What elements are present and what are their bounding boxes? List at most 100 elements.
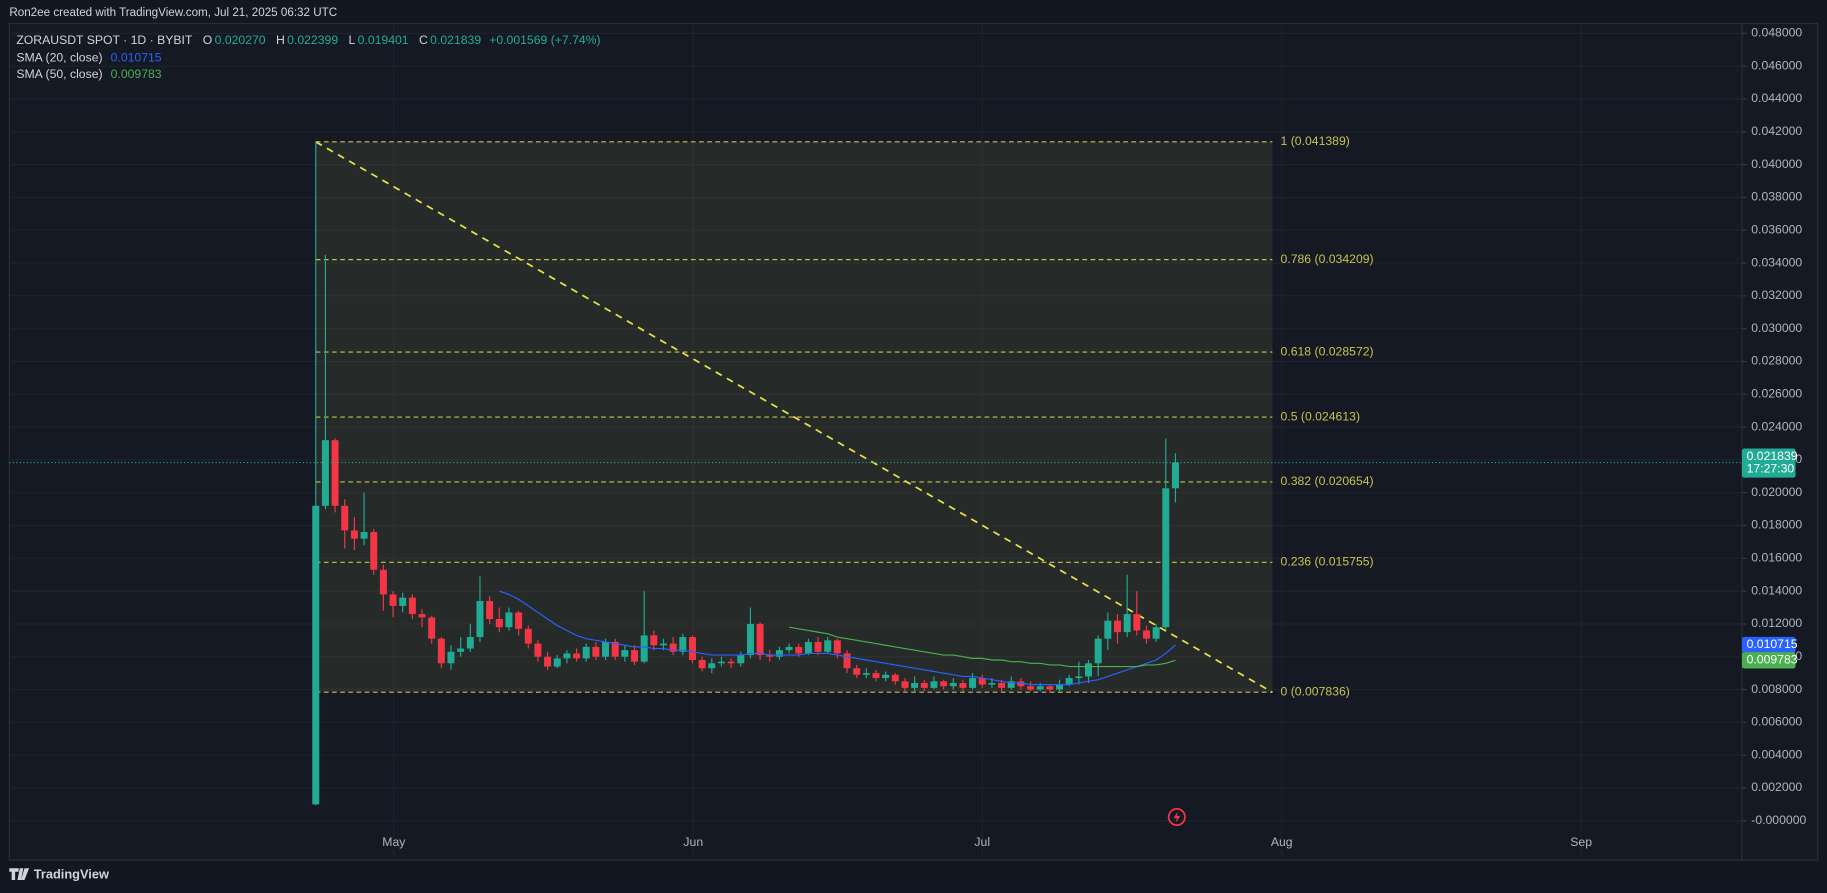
candle-body	[766, 655, 774, 657]
candle-body	[341, 505, 349, 531]
alert-icon	[1167, 807, 1186, 827]
sma-badge	[1741, 652, 1796, 669]
sma-badge	[1741, 636, 1796, 654]
sma20-legend: SMA (20, close) 0.010715	[16, 51, 161, 65]
change: +0.001569 (+7.74%)	[489, 33, 600, 47]
candle-body	[660, 643, 667, 646]
candle-body	[911, 682, 919, 688]
candle-body	[1036, 686, 1044, 690]
candle-body	[370, 532, 378, 570]
y-tick-label: 0.046000	[1751, 58, 1802, 72]
candle-body	[708, 663, 716, 669]
x-tick-label: Sep	[1570, 835, 1592, 849]
candle-body	[1123, 614, 1131, 633]
candle-body	[727, 661, 735, 664]
symbol-legend: ZORAUSDT SPOT · 1D · BYBIT O 0.020270 H 0.…	[16, 33, 600, 47]
candle-body	[756, 623, 764, 656]
ohlc-key: O	[203, 33, 213, 47]
x-tick-label: Jun	[683, 835, 703, 849]
ohlc-value: 0.021839	[430, 33, 481, 47]
candle-body	[795, 646, 803, 654]
candle-body	[940, 681, 948, 687]
logo-mark	[9, 868, 30, 880]
candle-body	[321, 440, 329, 506]
candle-body	[1065, 678, 1073, 685]
candle-body	[1113, 620, 1121, 633]
fib-label: 0.786 (0.034209)	[1281, 252, 1374, 266]
candle-body	[978, 678, 986, 685]
y-tick-label: 0.018000	[1751, 518, 1802, 532]
y-tick-label: 0.024000	[1751, 419, 1802, 433]
candle-body	[804, 641, 812, 654]
y-tick-label: 0.014000	[1751, 583, 1802, 597]
legend-name: SMA (20, close)	[16, 51, 102, 65]
candle-body	[833, 640, 841, 654]
candle-body	[872, 673, 880, 679]
candle-body	[457, 648, 465, 652]
y-tick-label: 0.030000	[1751, 321, 1802, 335]
icon-bolt	[1173, 811, 1181, 823]
symbol: ZORAUSDT SPOT · 1D · BYBIT	[16, 33, 193, 47]
candle-body	[312, 505, 320, 805]
credit: Ron2ee created with TradingView.com, Jul…	[9, 6, 337, 19]
candle-body	[882, 674, 890, 679]
candle-body	[814, 641, 822, 652]
brand-logo: TradingView	[9, 867, 109, 882]
candle-body	[785, 646, 793, 651]
candle-body	[631, 650, 639, 662]
sma-line	[499, 590, 1176, 686]
candle-body	[1133, 614, 1141, 631]
fib-label: 1 (0.041389)	[1281, 134, 1350, 148]
candle-body	[1152, 627, 1160, 639]
candle-body	[1162, 488, 1170, 628]
y-tick-label: 0.048000	[1751, 26, 1802, 40]
x-tick-label: Jul	[974, 835, 990, 849]
sma-line	[788, 626, 1176, 668]
fib-trend-line	[315, 141, 1273, 693]
candle-body	[495, 619, 503, 628]
candle-body	[534, 643, 542, 657]
candle-body	[1142, 630, 1150, 639]
candle-body	[1056, 684, 1064, 690]
ohlc-value: 0.019401	[358, 33, 409, 47]
candle-body	[1017, 681, 1025, 687]
candle-body	[843, 653, 851, 669]
y-tick-label: 0.012000	[1751, 616, 1802, 630]
candle-body	[901, 681, 909, 688]
candle-body	[920, 682, 928, 688]
candle-body	[418, 614, 426, 618]
candle-body	[389, 594, 397, 606]
candle-body	[650, 635, 658, 646]
candle-body	[930, 681, 938, 688]
candle-body	[1094, 638, 1102, 664]
x-tick-label: May	[382, 835, 406, 849]
fib-label: 0.236 (0.015755)	[1281, 555, 1374, 569]
fib-label: 0.5 (0.024613)	[1281, 409, 1360, 423]
candle-body	[437, 638, 445, 664]
candle-body	[331, 440, 339, 506]
candle-body	[476, 600, 484, 638]
candle-body	[447, 651, 455, 664]
y-tick-label: 0.002000	[1751, 780, 1802, 794]
ohlc-key: L	[349, 33, 356, 47]
candle-body	[1075, 676, 1083, 679]
candle-body	[505, 612, 513, 628]
candle-body	[824, 640, 832, 652]
candle-body	[746, 623, 754, 656]
candle-body	[891, 674, 899, 682]
candle-body	[679, 637, 687, 652]
y-tick-label: 0.006000	[1751, 715, 1802, 729]
y-tick-label: 0.034000	[1751, 255, 1802, 269]
fib-label: 0.382 (0.020654)	[1281, 474, 1374, 488]
plot-area: 0.048000 0.046000 0.044000 0.042000 0.040000…	[9, 23, 1807, 861]
candle-body	[1085, 663, 1093, 677]
candle-body	[621, 650, 629, 657]
candle-body	[969, 678, 977, 688]
candle-body	[399, 597, 407, 606]
candle-body	[949, 682, 957, 687]
y-tick-label: 0.026000	[1751, 387, 1802, 401]
candle-body	[698, 660, 706, 669]
y-tick-label: 0.028000	[1751, 354, 1802, 368]
ohlc-key: C	[419, 33, 428, 47]
